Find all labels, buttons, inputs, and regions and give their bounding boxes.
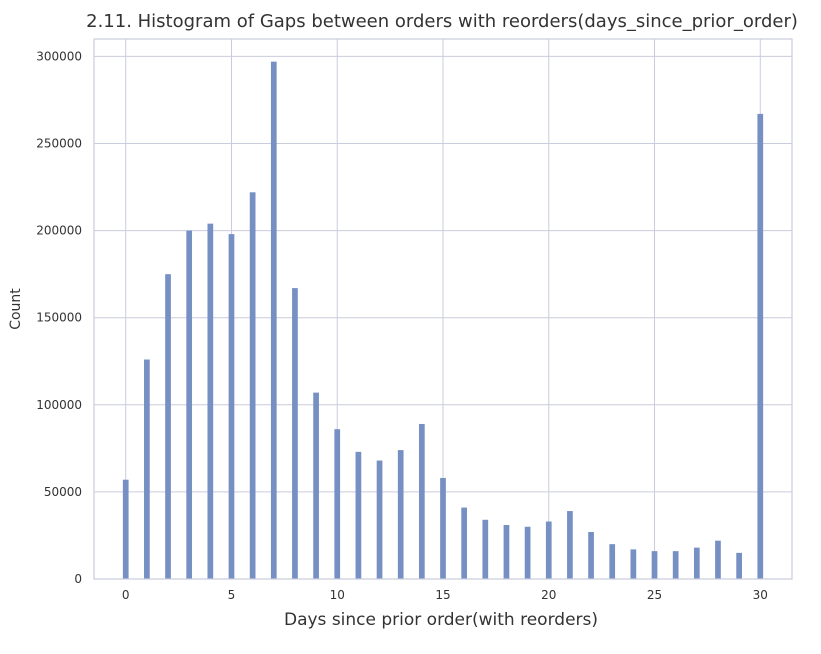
histogram-bar: [165, 274, 171, 579]
histogram-bar: [567, 511, 573, 579]
histogram-bar: [249, 192, 256, 579]
y-tick-label: 100000: [36, 398, 82, 412]
histogram-bar: [736, 552, 742, 579]
plot-frame: [93, 38, 793, 580]
y-tick-layer: 0 50000 100000 150000 200000 250000 300000: [36, 49, 82, 586]
histogram-bar: [440, 477, 446, 579]
y-tick-label: 0: [74, 572, 82, 586]
histogram-bar: [207, 223, 214, 580]
histogram-bar: [313, 392, 319, 579]
histogram-bar: [186, 230, 193, 579]
y-axis-label: Count: [8, 288, 24, 330]
histogram-bar: [144, 359, 150, 579]
histogram-bar: [651, 551, 658, 579]
histogram-bar: [693, 547, 700, 579]
histogram-bar: [418, 423, 425, 579]
x-tick-label: 15: [435, 588, 450, 602]
y-tick-label: 50000: [44, 485, 82, 499]
histogram-bar: [715, 540, 721, 579]
x-tick-label: 30: [753, 588, 768, 602]
histogram-bar: [355, 451, 362, 579]
x-tick-label: 25: [647, 588, 662, 602]
histogram-bar: [524, 526, 531, 579]
histogram-bar: [630, 549, 637, 579]
x-tick-label: 10: [330, 588, 345, 602]
x-tick-label: 5: [228, 588, 236, 602]
x-tick-label: 20: [541, 588, 556, 602]
histogram-bar: [122, 479, 129, 579]
y-tick-label: 200000: [36, 224, 82, 238]
histogram-bar: [228, 234, 235, 579]
histogram-bar: [292, 288, 298, 579]
x-axis-label: Days since prior order(with reorders): [284, 610, 598, 630]
y-tick-label: 250000: [36, 137, 82, 151]
x-tick-layer: 0 5 10 15 20 25 30: [122, 588, 768, 602]
histogram-bar: [461, 507, 468, 579]
histogram-bar: [397, 450, 404, 579]
x-tick-label: 0: [122, 588, 130, 602]
histogram-bar: [482, 519, 489, 579]
histogram-bar: [545, 521, 552, 579]
y-tick-label: 150000: [36, 311, 82, 325]
histogram-bar: [672, 551, 679, 579]
histogram-bar: [334, 429, 341, 579]
histogram-bar: [757, 113, 764, 579]
histogram-bar: [588, 531, 594, 579]
histogram-bar: [376, 460, 383, 579]
histogram-bar: [270, 61, 277, 580]
y-tick-label: 300000: [36, 49, 82, 63]
histogram-bar: [503, 525, 510, 579]
bar-layer: [122, 61, 764, 580]
chart-title: 2.11. Histogram of Gaps between orders w…: [86, 11, 798, 32]
histogram-bar: [609, 544, 616, 579]
